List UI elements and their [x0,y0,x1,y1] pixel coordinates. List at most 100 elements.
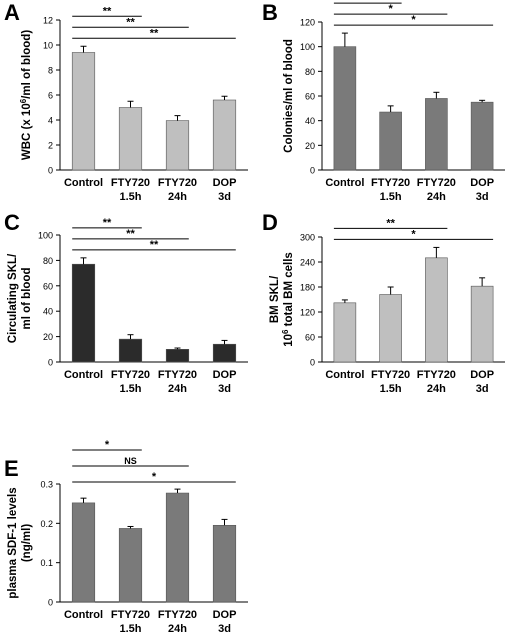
x-tick-label: 24h [427,191,446,203]
y-tick-label: 0 [48,166,53,176]
bar [165,120,190,171]
bar [212,99,237,171]
x-tick-label: FTY720 [417,177,456,189]
bar [379,294,402,363]
x-tick-label: 3d [476,191,489,203]
x-tick-label: 1.5h [380,383,402,395]
y-axis-label-part: WBC (x 10 [21,103,33,160]
significance-label: ** [150,239,159,251]
chart-panel-d: D 0 60 120 180 240 300 BM SKL/106 total BM cell… [262,210,505,395]
y-tick-label: 40 [43,307,53,317]
x-tick-label: 1.5h [119,383,141,395]
x-tick-label: DOP [213,369,237,381]
y-tick-label: 0.1 [40,558,53,568]
significance-label: ** [126,16,135,28]
panel-label: B [262,0,278,25]
bar [470,101,494,171]
x-tick-label: 3d [218,623,231,635]
y-axis-label-part: 10 [283,334,295,347]
y-tick-label: 0.3 [40,480,53,490]
x-tick-label: Control [325,369,364,381]
x-tick-label: FTY720 [371,177,410,189]
bar [118,107,143,171]
panel-label: E [4,456,19,481]
y-axis-label-part: BM SKL/ [269,275,281,323]
x-tick-label: FTY720 [158,609,197,621]
x-tick-label: Control [64,609,103,621]
y-axis-label: ml of blood [21,268,33,330]
x-tick-label: 3d [476,383,489,395]
y-axis-label-part: /ml of blood) [21,30,33,99]
y-tick-label: 80 [43,256,53,266]
bar [118,528,143,603]
significance-label: ** [150,27,159,39]
y-tick-label: 0 [310,358,315,368]
x-tick-label: FTY720 [111,609,150,621]
significance-label: * [152,471,157,483]
x-tick-label: 3d [218,383,231,395]
x-tick-label: FTY720 [158,369,197,381]
y-axis-label-part: plasma SDF-1 levels [7,487,19,598]
y-tick-label: 120 [300,18,315,28]
x-tick-label: FTY720 [111,369,150,381]
y-axis-label: WBC (x 106/ml of blood) [19,30,34,160]
bar [165,492,190,603]
y-axis-label-part: total BM cells [283,252,295,329]
y-tick-label: 6 [48,91,53,101]
bar [212,524,237,603]
panel-label: D [262,210,278,235]
y-tick-label: 300 [300,233,315,243]
y-tick-label: 20 [305,141,315,151]
bar [425,98,448,171]
significance-label: * [411,228,416,240]
bar [118,338,143,363]
y-tick-label: 80 [305,67,315,77]
x-tick-label: 24h [168,383,187,395]
x-tick-label: Control [325,177,364,189]
bar [165,348,190,363]
x-tick-label: Control [64,177,103,189]
x-tick-label: FTY720 [371,369,410,381]
y-tick-label: 100 [300,42,315,52]
significance-label: ** [386,217,395,229]
x-tick-label: Control [64,369,103,381]
y-axis-label-part: 6 [19,98,28,103]
bar [425,257,448,363]
y-tick-label: 2 [48,141,53,151]
x-tick-label: 1.5h [119,191,141,203]
x-tick-label: DOP [470,177,494,189]
x-tick-label: FTY720 [158,177,197,189]
significance-label: * [411,14,416,26]
x-tick-label: 1.5h [380,191,402,203]
x-tick-label: 1.5h [119,623,141,635]
panel-label: C [4,210,20,235]
bar [333,302,357,363]
significance-label: * [105,439,110,451]
y-tick-label: 4 [48,116,53,126]
chart-panel-c: C 0 20 40 60 80 100 Circulating SKL/ml of blood… [4,210,248,395]
y-axis-label-part: (ng/ml) [21,524,33,562]
bar [212,343,237,363]
y-axis-label-part: ml of blood [21,268,33,330]
x-tick-label: DOP [470,369,494,381]
significance-label: ** [363,0,372,4]
significance-label: ** [103,5,112,17]
y-axis-label-part: 6 [281,329,290,334]
y-axis-label: Circulating SKL/ [7,253,19,343]
y-tick-label: 12 [43,16,53,26]
y-tick-label: 0 [48,598,53,608]
significance-label: NS [124,456,137,466]
y-tick-label: 8 [48,66,53,76]
panel-label: A [4,0,20,25]
x-tick-label: 24h [168,191,187,203]
y-axis-label: 106 total BM cells [281,252,296,347]
chart-panel-e: E 0 0.1 0.2 0.3 plasma SDF-1 levels (ng/ml) Con… [4,439,248,635]
y-axis-label: BM SKL/ [269,275,281,323]
x-tick-label: FTY720 [111,177,150,189]
x-tick-label: DOP [213,609,237,621]
y-tick-label: 100 [38,231,53,241]
significance-label: * [388,3,393,15]
y-tick-label: 0 [48,358,53,368]
significance-label: ** [103,217,112,229]
